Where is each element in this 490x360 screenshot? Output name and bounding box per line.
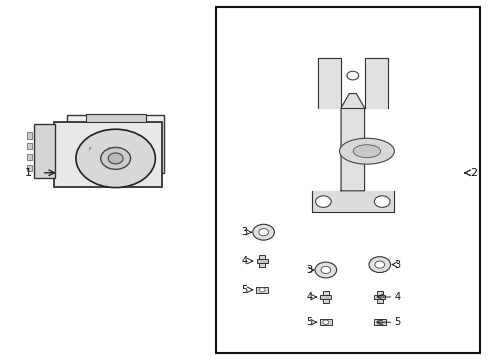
Text: 3: 3 (307, 265, 313, 275)
Polygon shape (312, 191, 394, 212)
Circle shape (374, 196, 390, 207)
Bar (259, 255, 265, 267)
Bar (256, 287, 268, 293)
Bar (27, 165, 32, 171)
Bar (54, 122, 162, 187)
Bar (374, 319, 386, 325)
Text: 5: 5 (306, 317, 313, 327)
Circle shape (321, 266, 331, 274)
Bar (34, 124, 55, 178)
Circle shape (259, 229, 269, 236)
Text: F: F (89, 147, 92, 152)
Bar (86, 114, 146, 122)
Text: 4: 4 (394, 292, 401, 302)
Circle shape (347, 71, 359, 80)
Bar (27, 132, 32, 139)
Bar (320, 295, 331, 299)
Polygon shape (341, 94, 370, 191)
Text: 1: 1 (25, 168, 32, 178)
Bar (320, 319, 332, 325)
Circle shape (375, 261, 385, 268)
Circle shape (315, 262, 337, 278)
Text: 2: 2 (470, 168, 478, 178)
Circle shape (108, 153, 123, 164)
Ellipse shape (353, 145, 381, 158)
Circle shape (369, 257, 391, 273)
Circle shape (101, 148, 130, 169)
Text: 5: 5 (241, 285, 247, 295)
Text: 3: 3 (241, 227, 247, 237)
Text: F: F (107, 147, 110, 152)
Bar (67, 115, 164, 173)
Circle shape (377, 320, 383, 324)
Bar (27, 154, 32, 160)
Text: 4: 4 (307, 292, 313, 302)
Bar (27, 143, 32, 149)
Bar (323, 291, 329, 303)
Bar (377, 291, 383, 303)
Circle shape (259, 288, 265, 292)
Ellipse shape (340, 138, 394, 164)
Text: 4: 4 (241, 256, 247, 266)
Polygon shape (318, 58, 388, 108)
Bar (374, 295, 385, 299)
Text: 5: 5 (394, 317, 401, 327)
Circle shape (316, 196, 331, 207)
Bar (216, 7, 480, 353)
Circle shape (323, 320, 329, 324)
Text: 3: 3 (394, 260, 401, 270)
Bar (257, 259, 268, 263)
Circle shape (253, 224, 274, 240)
Circle shape (76, 129, 155, 188)
